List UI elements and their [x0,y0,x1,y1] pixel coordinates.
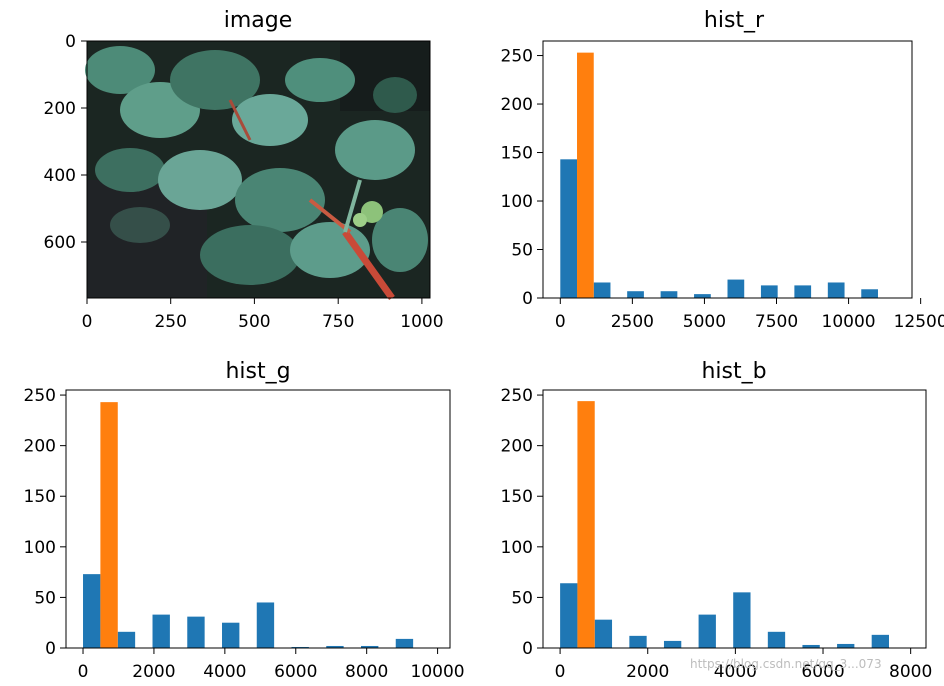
hist-b-x-tick-label: 2000 [626,662,669,682]
hist-r-x-tick-label: 2500 [611,312,654,332]
hist-r-bar [660,291,678,298]
hist-g-bar [291,646,309,648]
hist-r-y-tick-label: 50 [511,241,533,261]
hist-r-bar [577,52,594,298]
hist-g-bar [222,622,240,648]
hist-r-bar [794,285,812,298]
hist-r-title: hist_r [704,8,765,33]
image-x-tick-label: 250 [154,312,186,332]
hist-g-x-tick-label: 2000 [132,662,175,682]
hist-g-bar [83,574,101,648]
image-x-ticks: 0 250 500 750 1000 [82,298,444,332]
hist-b-bar [594,619,613,648]
hist-r-axes-frame [542,40,913,299]
hist-r-x-tick-label: 10000 [822,312,876,332]
hist-b-bar [629,635,647,648]
hist-g-y-tick-label: 200 [24,437,56,457]
hist-r-bar [861,289,878,298]
hist-b-bar [577,401,595,648]
hist-b-axes-frame [542,389,927,649]
hist-b-y-tick-label: 150 [501,487,533,507]
hist-g-bar [100,402,118,648]
hist-g-x-tick-label: 0 [78,662,89,682]
hist-g-x-tick-label: 10000 [411,662,465,682]
hist-r-y-tick-label: 200 [501,95,533,115]
hist-g-bar [326,645,344,648]
hist-r-bar [827,282,845,298]
hist-b-y-tick-label: 0 [522,639,533,659]
hist-b-bar [871,634,889,648]
hist-r-x-tick-label: 7500 [755,312,798,332]
image-x-tick-label: 1000 [400,312,443,332]
hist-b-y-tick-label: 100 [501,538,533,558]
hist-b-panel: hist_b 0 2000 4000 6000 8000 0 50 100 150 200 250 [501,359,933,682]
plant-photo [85,41,430,301]
hist-r-y-tick-label: 150 [501,144,533,164]
hist-b-bar [733,592,751,648]
hist-g-bar [152,614,170,648]
hist-b-bar [767,631,786,648]
watermark: https://blog.csdn.net/qq_3...073 [690,657,882,671]
image-y-tick-label: 0 [65,32,76,52]
hist-r-panel: hist_r 0 2500 5000 7500 10000 12500 0 50 100 150 2… [501,8,944,332]
hist-r-y-tick-label: 0 [522,289,533,309]
hist-r-bar [694,294,711,298]
hist-b-title: hist_b [701,359,766,384]
image-y-ticks: 0 200 400 600 [44,32,87,253]
hist-g-x-tick-label: 6000 [274,662,317,682]
hist-r-bar [560,159,578,298]
hist-b-bar [698,614,716,648]
image-title: image [224,8,293,33]
image-y-tick-label: 600 [44,233,76,253]
hist-b-x-tick-label: 6000 [801,662,844,682]
hist-b-bar [802,644,820,648]
hist-b-bar [663,640,682,648]
hist-g-bar [395,638,414,648]
hist-g-bar [361,645,379,648]
hist-r-bar [593,282,611,298]
hist-g-bar [187,616,205,648]
image-x-tick-label: 750 [322,312,354,332]
hist-g-bar [256,602,275,648]
hist-g-title: hist_g [225,359,290,384]
hist-r-x-tick-label: 0 [555,312,566,332]
hist-b-bar [560,583,578,648]
hist-b-y-tick-label: 50 [511,588,533,608]
hist-r-bar [727,279,745,298]
hist-b-y-tick-label: 200 [501,437,533,457]
hist-g-x-tick-label: 8000 [345,662,388,682]
hist-r-x-tick-label: 5000 [683,312,726,332]
image-x-tick-label: 500 [238,312,270,332]
hist-r-y-tick-label: 250 [501,47,533,67]
hist-r-bar [760,285,778,298]
hist-g-y-tick-label: 50 [34,588,56,608]
hist-g-y-tick-label: 0 [45,639,56,659]
hist-g-panel: hist_g 0 2000 4000 6000 8000 10000 0 50 100 150 20… [24,359,465,682]
hist-b-x-tick-label: 8000 [889,662,932,682]
hist-g-y-tick-label: 250 [24,386,56,406]
hist-g-bar [117,631,136,648]
hist-b-y-tick-label: 250 [501,386,533,406]
image-x-tick-label: 0 [82,312,93,332]
hist-g-y-tick-label: 150 [24,487,56,507]
hist-g-x-tick-label: 4000 [203,662,246,682]
image-panel: image [44,8,444,332]
image-y-tick-label: 200 [44,99,76,119]
hist-r-y-tick-label: 100 [501,192,533,212]
image-y-tick-label: 400 [44,166,76,186]
hist-g-y-tick-label: 100 [24,538,56,558]
hist-r-x-tick-label: 12500 [894,312,944,332]
image-axes-frame [86,40,431,299]
hist-r-bar [627,291,644,298]
hist-b-x-tick-label: 4000 [714,662,757,682]
hist-b-x-tick-label: 0 [555,662,566,682]
hist-g-axes-frame [65,389,451,649]
hist-b-bar [837,643,855,648]
